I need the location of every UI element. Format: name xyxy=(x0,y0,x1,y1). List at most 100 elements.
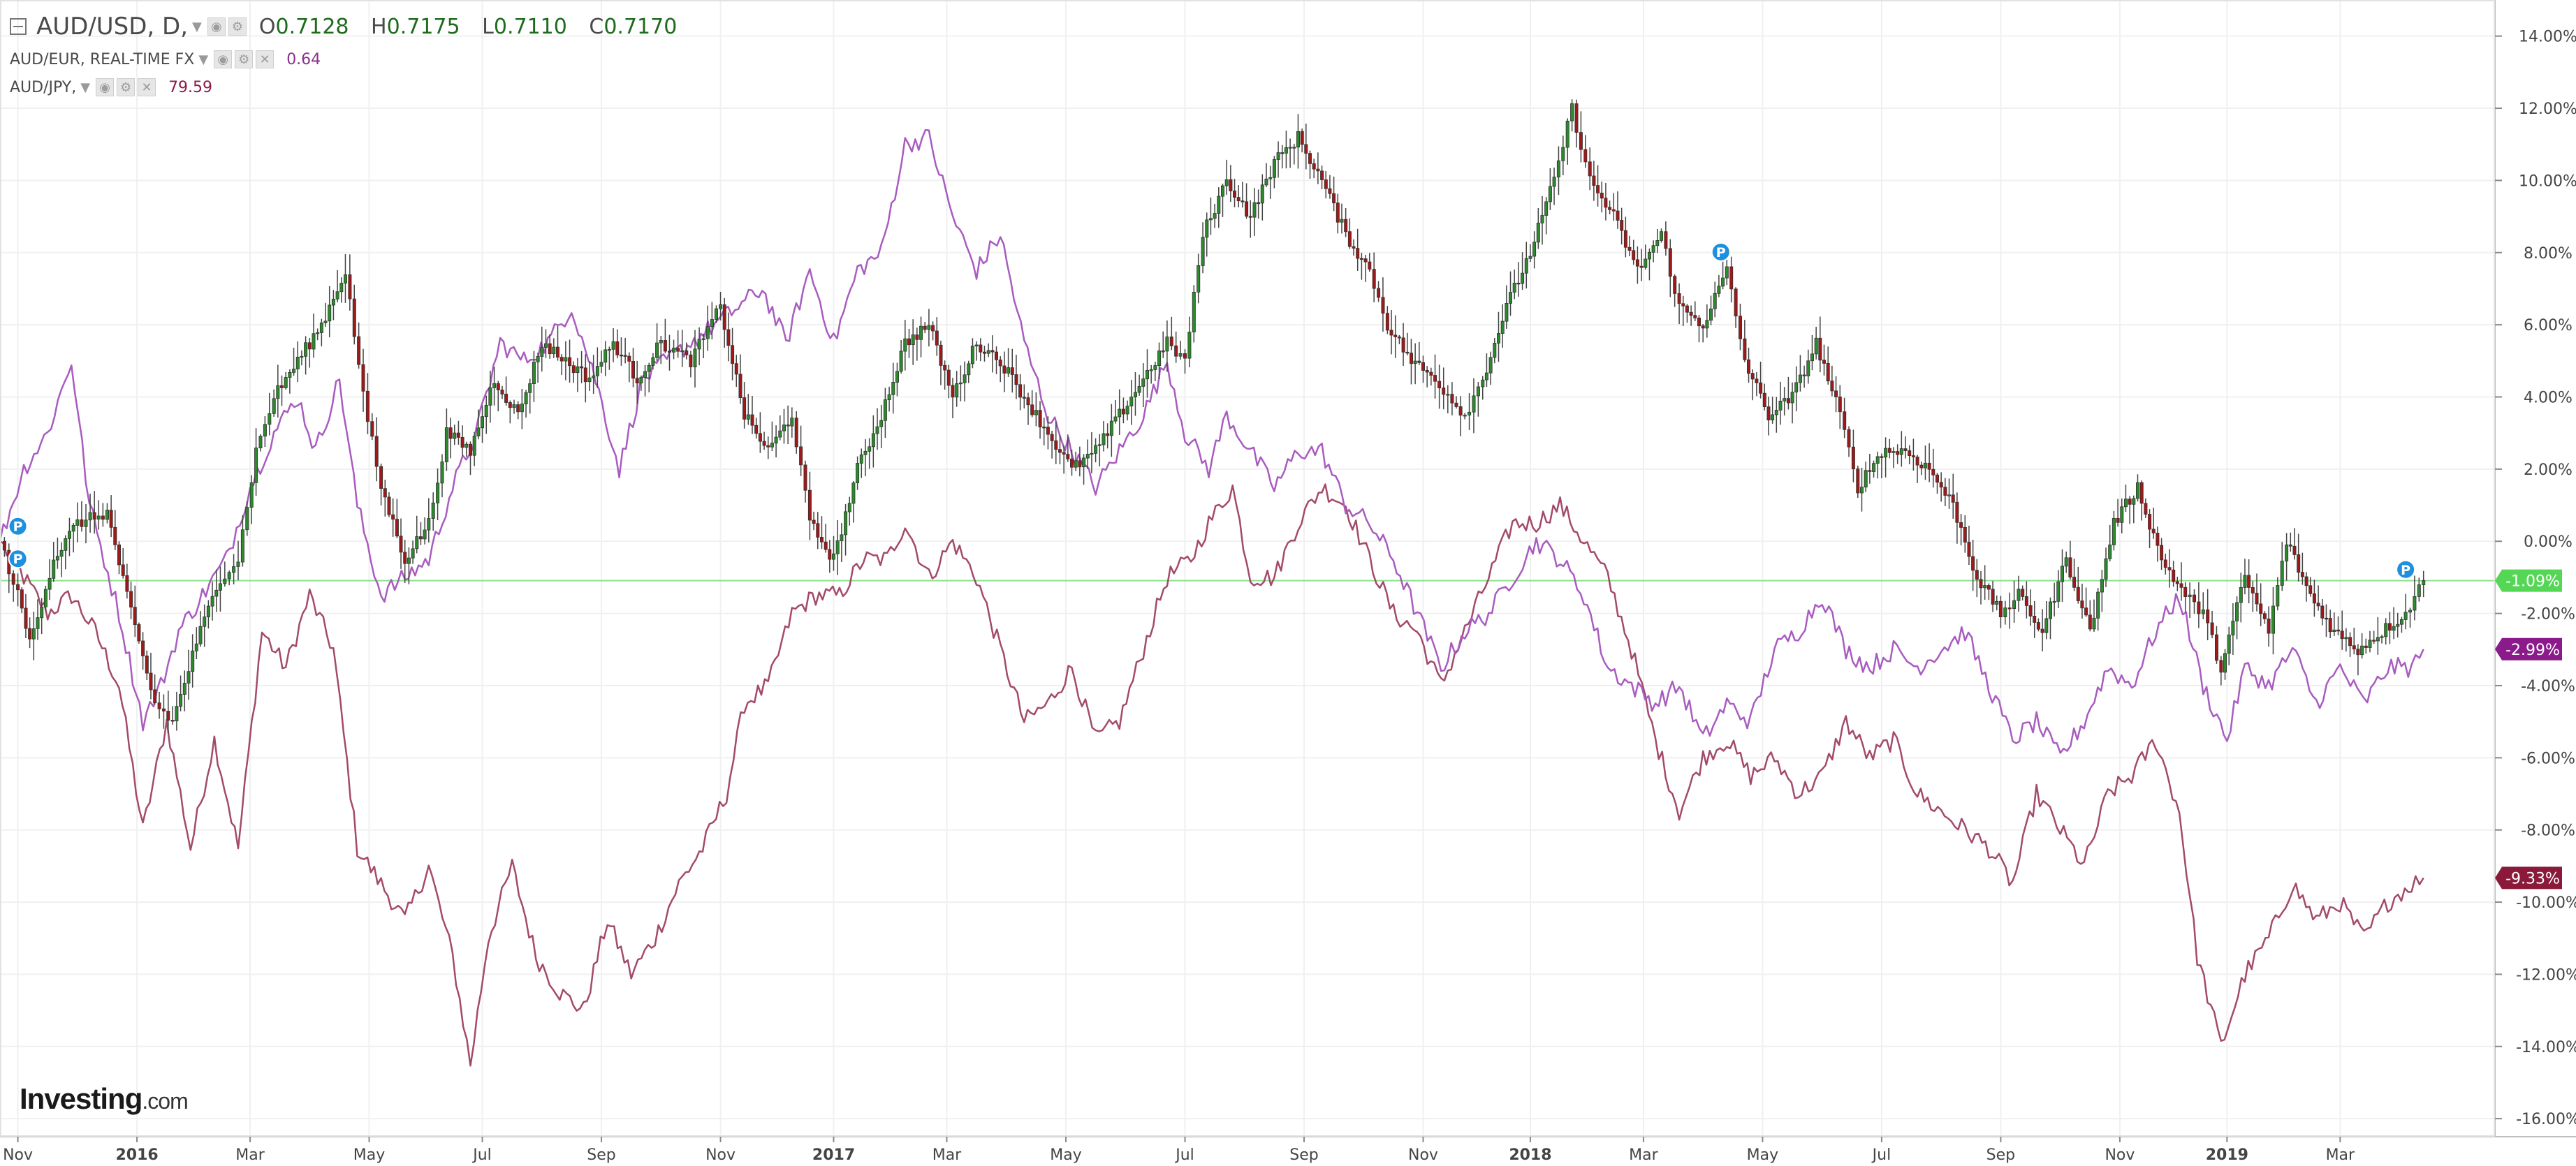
candle xyxy=(1236,185,1241,208)
comparison-legend-aud-eur[interactable]: AUD/EUR, REAL-TIME FX ▼ ◉ ⚙ ✕ 0.64 xyxy=(10,50,321,68)
candle xyxy=(1959,514,1963,545)
candle-body xyxy=(919,325,923,340)
badge-background xyxy=(2495,637,2562,661)
candle xyxy=(1300,128,1304,153)
main-symbol-label[interactable]: AUD/USD, D, xyxy=(36,13,189,40)
candle-body xyxy=(1986,585,1991,590)
candle-body xyxy=(1410,353,1414,364)
candle xyxy=(448,418,453,459)
candle-body xyxy=(2384,623,2388,637)
candle xyxy=(1868,454,1872,484)
candle xyxy=(820,516,824,549)
candle xyxy=(1248,200,1252,238)
candle-body xyxy=(955,383,959,398)
candle-body xyxy=(1620,220,1624,231)
candle-body xyxy=(2380,636,2384,638)
comparison-symbol-label[interactable]: AUD/EUR, REAL-TIME FX xyxy=(10,50,195,68)
collapse-icon[interactable] xyxy=(10,18,27,35)
eye-icon[interactable]: ◉ xyxy=(214,50,233,68)
candle xyxy=(552,338,556,358)
candle-body xyxy=(540,347,544,357)
candle-body xyxy=(64,538,68,551)
event-marker[interactable]: P xyxy=(2396,559,2416,580)
plot-area[interactable]: P P P P xyxy=(0,99,2495,1067)
comparison-symbol-label[interactable]: AUD/JPY, xyxy=(10,78,77,96)
candle xyxy=(754,418,759,439)
candle-body xyxy=(990,350,995,353)
comparison-legend-aud-jpy[interactable]: AUD/JPY, ▼ ◉ ⚙ ✕ 79.59 xyxy=(10,78,212,96)
y-axis[interactable]: 14.00% 12.00% 10.00% 8.00% 6.00% 4.00% 2.00% 0.… xyxy=(2495,29,2576,1128)
x-tick-label: Nov xyxy=(705,1146,736,1164)
candle xyxy=(182,670,186,711)
x-tick-label: Nov xyxy=(3,1146,33,1164)
event-markers[interactable]: P P P P xyxy=(8,242,2416,580)
candle-body xyxy=(1421,362,1426,371)
candle xyxy=(2144,498,2148,518)
candle-body xyxy=(453,432,457,439)
candle-body xyxy=(587,377,592,383)
candle xyxy=(31,612,36,661)
candle xyxy=(1340,203,1344,234)
high-label: H xyxy=(371,14,387,39)
candle-body xyxy=(2247,575,2251,588)
candle xyxy=(316,328,320,341)
marker-circle xyxy=(8,516,28,536)
candle xyxy=(782,408,786,444)
candle-body xyxy=(2100,579,2104,593)
candle-body xyxy=(903,338,907,352)
chevron-down-icon[interactable]: ▼ xyxy=(80,80,91,95)
close-icon[interactable]: ✕ xyxy=(138,78,156,96)
candle-body xyxy=(1818,337,1822,361)
candle xyxy=(343,253,347,303)
candle xyxy=(2276,577,2280,611)
candle xyxy=(1746,347,1750,383)
candle-body xyxy=(782,425,786,431)
candle xyxy=(254,428,258,496)
candle xyxy=(875,408,879,450)
candle-body xyxy=(639,377,643,384)
eye-icon[interactable]: ◉ xyxy=(96,78,115,96)
candle xyxy=(1106,423,1110,449)
event-marker[interactable]: P xyxy=(8,549,28,569)
candle xyxy=(1963,515,1967,553)
candle xyxy=(620,337,624,366)
candle-body xyxy=(1512,282,1516,293)
candle-body xyxy=(2033,616,2037,623)
gear-icon[interactable]: ⚙ xyxy=(117,78,136,96)
chevron-down-icon[interactable]: ▼ xyxy=(192,19,202,34)
event-marker[interactable]: P xyxy=(8,516,28,536)
candle xyxy=(331,290,335,320)
candle-body xyxy=(1651,245,1655,253)
candle-body xyxy=(1632,250,1636,260)
candle-body xyxy=(2,540,6,551)
candle xyxy=(799,425,803,476)
candle xyxy=(1915,455,1919,483)
candle-body xyxy=(1794,382,1799,393)
gear-icon[interactable]: ⚙ xyxy=(228,17,247,36)
chevron-down-icon[interactable]: ▼ xyxy=(198,52,209,67)
candle-body xyxy=(469,443,473,456)
eye-icon[interactable]: ◉ xyxy=(207,17,226,36)
main-symbol-legend[interactable]: AUD/USD, D, ▼ ◉ ⚙ O0.7128 H0.7175 L0.711… xyxy=(10,13,692,40)
candle-body xyxy=(1875,456,1880,464)
close-icon[interactable]: ✕ xyxy=(256,50,275,68)
candle xyxy=(2175,577,2179,591)
gear-icon[interactable]: ⚙ xyxy=(235,50,254,68)
candle xyxy=(967,360,971,383)
candle-body xyxy=(1872,463,1876,472)
candle xyxy=(52,542,56,582)
candle xyxy=(2052,582,2056,617)
candle xyxy=(951,378,955,419)
candle xyxy=(2372,630,2376,644)
x-axis[interactable]: Nov 2016 Mar May Jul Sep Nov 2017 Mar May Jul Sep No… xyxy=(3,1137,2355,1164)
candle-body xyxy=(1644,258,1648,268)
candle-body xyxy=(693,348,697,367)
candle xyxy=(1034,392,1038,427)
candle xyxy=(1187,316,1192,368)
event-marker[interactable]: P xyxy=(1711,242,1731,262)
candle-body xyxy=(1947,494,1951,496)
candle xyxy=(1169,316,1173,350)
candle xyxy=(175,691,179,731)
candle xyxy=(2297,533,2301,582)
